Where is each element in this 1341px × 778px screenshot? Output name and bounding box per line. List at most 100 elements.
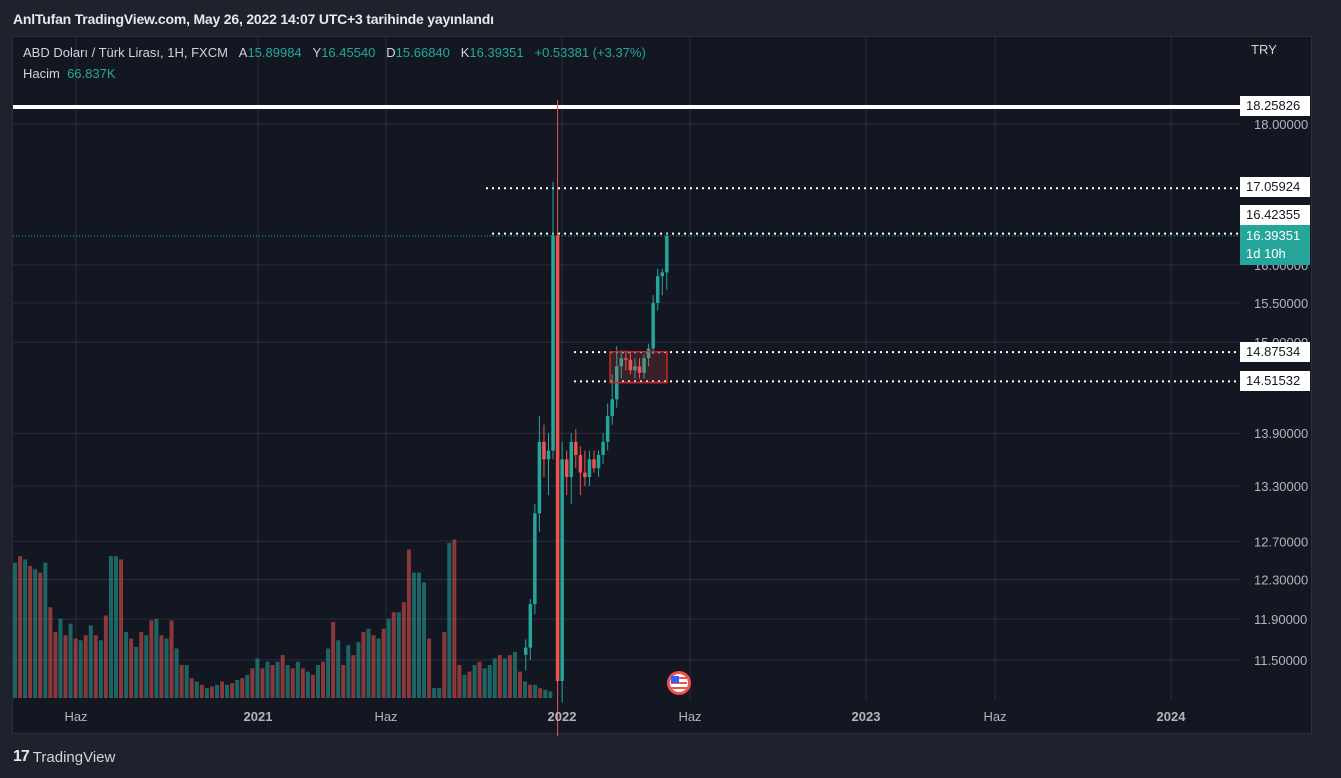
- volume-bar: [427, 638, 432, 698]
- candle: [628, 351, 633, 375]
- top-bar: [0, 0, 1341, 36]
- volume-bar: [533, 684, 538, 698]
- volume-bar: [280, 655, 285, 698]
- volume-bar: [13, 562, 17, 698]
- volume-bar: [295, 661, 300, 698]
- volume-bar: [310, 674, 315, 698]
- current-price-tag: 16.39351 1d 10h: [1240, 225, 1310, 265]
- volume-bar: [33, 569, 38, 698]
- candle: [569, 433, 573, 505]
- volume-bar: [179, 665, 184, 698]
- footer: [0, 736, 1341, 778]
- volume-bar: [543, 689, 548, 698]
- current-price-value: 16.39351: [1246, 228, 1301, 243]
- volume-bar: [336, 640, 341, 698]
- volume-bar: [351, 655, 356, 698]
- volume-bar: [477, 661, 482, 698]
- volume-bars: [13, 539, 553, 698]
- candle: [665, 231, 669, 290]
- published-text: AnlTufan TradingView.com, May 26, 2022 1…: [13, 11, 494, 27]
- volume-bar: [487, 665, 492, 698]
- candle: [555, 100, 560, 769]
- candle: [578, 446, 583, 496]
- y-tick-label: 13.90000: [1254, 426, 1308, 441]
- price-tag-level-3: 14.87534: [1240, 342, 1310, 362]
- volume-bar: [144, 635, 149, 698]
- volume-bar: [199, 684, 204, 698]
- volume-label[interactable]: Hacim: [23, 66, 60, 81]
- volume-bar: [381, 628, 386, 698]
- horizontal-levels: [13, 104, 1240, 383]
- volume-bar: [53, 632, 58, 698]
- volume-bar: [462, 674, 467, 698]
- volume-bar: [265, 661, 270, 698]
- volume-bar: [194, 681, 199, 698]
- volume-bar: [316, 665, 320, 698]
- close-label: K: [460, 45, 470, 60]
- brand-name: TradingView: [32, 748, 116, 766]
- volume-bar: [240, 678, 245, 698]
- volume-bar: [528, 684, 533, 698]
- volume-bar: [134, 646, 139, 698]
- change-value: +0.53381 (+3.37%): [534, 45, 646, 60]
- range-box-rect: [609, 350, 668, 384]
- chart-frame[interactable]: [12, 36, 1312, 734]
- volume-bar: [305, 671, 310, 698]
- us-flag-icon[interactable]: [667, 671, 691, 695]
- candle: [637, 358, 642, 379]
- y-tick-label: 12.30000: [1254, 573, 1308, 588]
- volume-bar: [154, 618, 159, 698]
- tradingview-logo[interactable]: 17 TradingView: [13, 748, 115, 766]
- volume-bar: [93, 635, 98, 698]
- volume-bar: [18, 556, 23, 698]
- y-tick-label: 18.00000: [1254, 117, 1308, 132]
- candle: [564, 450, 569, 496]
- volume-bar: [204, 688, 209, 698]
- volume-bar: [447, 542, 452, 698]
- volume-bar: [159, 635, 164, 698]
- volume-bar: [321, 661, 326, 698]
- volume-bar: [48, 607, 53, 698]
- candle: [624, 350, 628, 371]
- symbol-name[interactable]: ABD Doları / Türk Lirası, 1H, FXCM: [23, 45, 228, 60]
- volume-bar: [68, 623, 73, 698]
- volume-bar: [326, 648, 331, 698]
- high-value: 16.45540: [321, 45, 376, 60]
- volume-bar: [538, 688, 543, 698]
- y-tick-label: 12.70000: [1254, 534, 1308, 549]
- x-tick-label: 2024: [1157, 709, 1187, 724]
- volume-bar: [331, 622, 336, 698]
- volume-bar: [452, 539, 457, 698]
- candle: [601, 433, 605, 464]
- volume-bar: [396, 612, 401, 698]
- candle: [537, 416, 542, 532]
- volume-bar: [300, 668, 305, 698]
- x-tick-label: Haz: [64, 709, 87, 724]
- volume-value: 66.837K: [67, 66, 116, 81]
- volume-bar: [497, 655, 502, 698]
- candle: [551, 181, 555, 460]
- volume-bar: [457, 665, 462, 698]
- open-label: A: [238, 45, 248, 60]
- candle: [596, 450, 601, 478]
- volume-legend: Hacim 66.837K: [23, 66, 116, 81]
- candle: [574, 428, 578, 469]
- x-tick-label: 2022: [548, 709, 577, 724]
- volume-bar: [512, 651, 517, 698]
- volume-bar: [482, 668, 487, 698]
- y-tick-label: 11.90000: [1254, 612, 1307, 627]
- range-box: [609, 350, 668, 384]
- volume-bar: [169, 620, 174, 698]
- volume-bar: [103, 615, 108, 698]
- candle: [642, 354, 646, 379]
- volume-bar: [386, 618, 391, 698]
- tradingview-mark-icon: 17: [13, 748, 30, 765]
- volume-bar: [417, 572, 421, 698]
- currency-label[interactable]: TRY: [1251, 42, 1277, 57]
- volume-bar: [361, 632, 366, 698]
- candle: [528, 599, 533, 660]
- volume-bar: [255, 658, 260, 698]
- y-tick-label: 11.50000: [1254, 653, 1307, 668]
- volume-bar: [220, 681, 225, 698]
